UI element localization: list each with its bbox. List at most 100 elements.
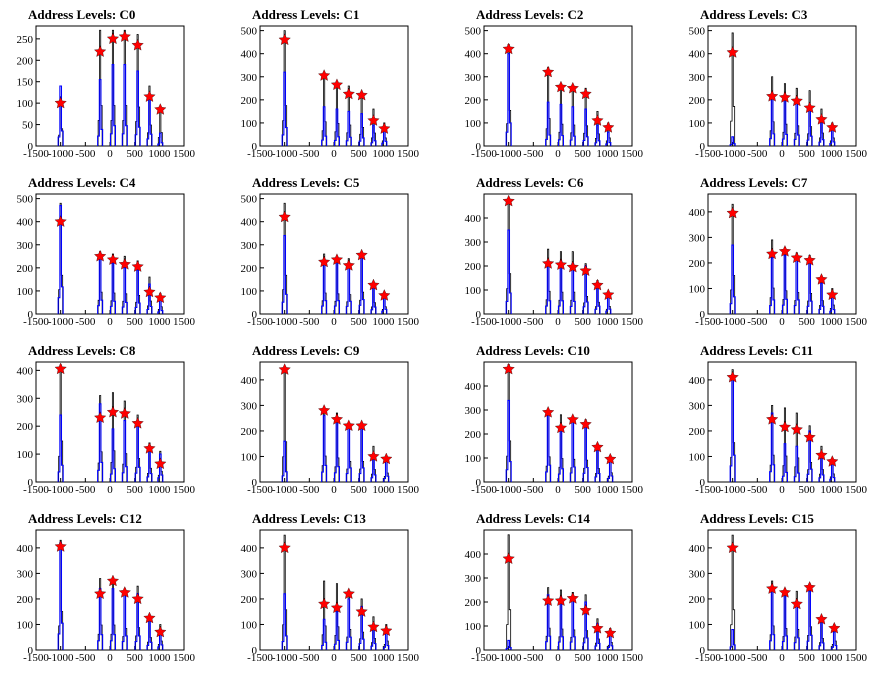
y-tick-label: 0 [28,477,34,489]
blue-histogram-peak [831,631,838,650]
blue-histogram-peak [109,428,117,482]
x-tick-label: 0 [555,484,561,496]
blue-histogram-peak [57,204,64,314]
y-tick-label: 500 [465,26,482,38]
y-tick-label: 400 [689,49,706,61]
y-tick-label: 200 [17,55,34,67]
star-marker [778,91,792,103]
black-histogram-peak [794,252,800,314]
star-marker [318,255,331,268]
x-tick-label: -1500 [471,652,497,664]
x-tick-label: 500 [798,148,815,160]
star-marker [604,452,617,465]
subplot-c13: Address Levels: C13 0 100 200 300 400 -1500-10… [241,511,420,664]
x-tick-label: -1000 [496,484,522,496]
star-marker [378,122,391,134]
y-tick-label: 500 [689,26,706,38]
blue-histogram-peak [57,414,64,482]
black-histogram-peak [545,409,551,482]
black-histogram-peak [769,580,775,650]
black-histogram-peak [506,44,512,146]
x-tick-label: 500 [126,316,143,328]
black-histogram-peak [558,83,564,146]
star-marker [143,90,156,102]
y-tick-label: 300 [241,72,258,84]
black-histogram-peak [282,366,288,482]
x-tick-label: 0 [331,652,337,664]
x-tick-label: -1000 [48,484,74,496]
x-tick-label: 1500 [621,148,644,160]
black-histogram-peak [321,580,327,650]
x-tick-label: 1500 [621,484,644,496]
y-tick-label: 200 [17,263,34,275]
y-tick-label: 400 [689,207,706,219]
star-marker [143,611,156,624]
black-histogram-peak [829,288,835,314]
black-histogram-peak [782,407,788,482]
x-tick-label: -1500 [471,484,497,496]
black-histogram-peak [58,539,64,650]
star-marker [380,624,393,637]
x-tick-label: -1500 [247,652,273,664]
star-marker [826,455,839,467]
y-tick-label: 100 [241,451,258,463]
star-marker [342,87,355,100]
x-tick-label: -500 [75,316,96,328]
x-tick-label: 500 [798,316,815,328]
star-marker [106,32,120,45]
star-marker [766,90,779,102]
star-marker [554,80,568,93]
blue-histogram-peak [769,412,776,482]
x-tick-label: -1000 [48,652,74,664]
x-tick-label: 1500 [397,148,420,160]
star-marker [604,626,617,639]
star-marker [131,417,144,429]
black-histogram-peak [506,198,512,314]
blue-histogram-peak [281,71,288,146]
star-marker [118,586,131,598]
subplot-c10: Address Levels: C10 0 100 200 300 400 -1500-10… [465,343,644,496]
blue-histogram-peak [345,598,352,650]
black-histogram-peak [122,400,128,482]
x-tick-label: -500 [523,316,544,328]
y-tick-label: 300 [689,232,706,244]
star-marker [330,413,344,425]
y-tick-label: 200 [241,95,258,107]
y-tick-label: 300 [17,393,34,405]
star-marker [94,249,107,262]
plot-frame [35,25,185,147]
x-tick-label: 0 [779,148,785,160]
subplot-c0: Address Levels: C0 0 50 100 150 200 250 -1500-1… [17,7,196,160]
black-histogram-peak [135,585,141,650]
black-histogram-peak [135,34,141,146]
star-marker [579,604,592,616]
subplot-title: Address Levels: C2 [476,7,583,22]
x-tick-label: 500 [798,652,815,664]
x-tick-label: -1000 [496,652,522,664]
black-histogram-peak [346,590,352,650]
y-tick-label: 0 [28,141,34,153]
y-tick-label: 400 [241,375,258,387]
black-histogram-peak [58,364,64,482]
black-histogram-peak [371,108,376,146]
subplot-c2: Address Levels: C20100200300400500-1500-… [465,7,644,160]
y-tick-label: 100 [689,451,706,463]
black-histogram-peak [110,392,116,482]
y-tick-label: 400 [689,375,706,387]
star-marker [579,264,592,276]
y-tick-label: 300 [241,400,258,412]
star-marker [502,552,515,564]
x-tick-label: -1500 [247,148,273,160]
y-tick-label: 300 [689,72,706,84]
black-histogram-peak [371,616,376,650]
star-marker [815,113,828,125]
black-histogram-peak [122,29,128,146]
y-tick-label: 300 [241,568,258,580]
black-histogram-peak [97,251,103,314]
x-tick-label: -1000 [48,148,74,160]
blue-histogram-peak [781,254,789,314]
black-histogram-peak [583,419,589,482]
x-tick-label: 1500 [845,316,868,328]
x-tick-label: 0 [555,148,561,160]
